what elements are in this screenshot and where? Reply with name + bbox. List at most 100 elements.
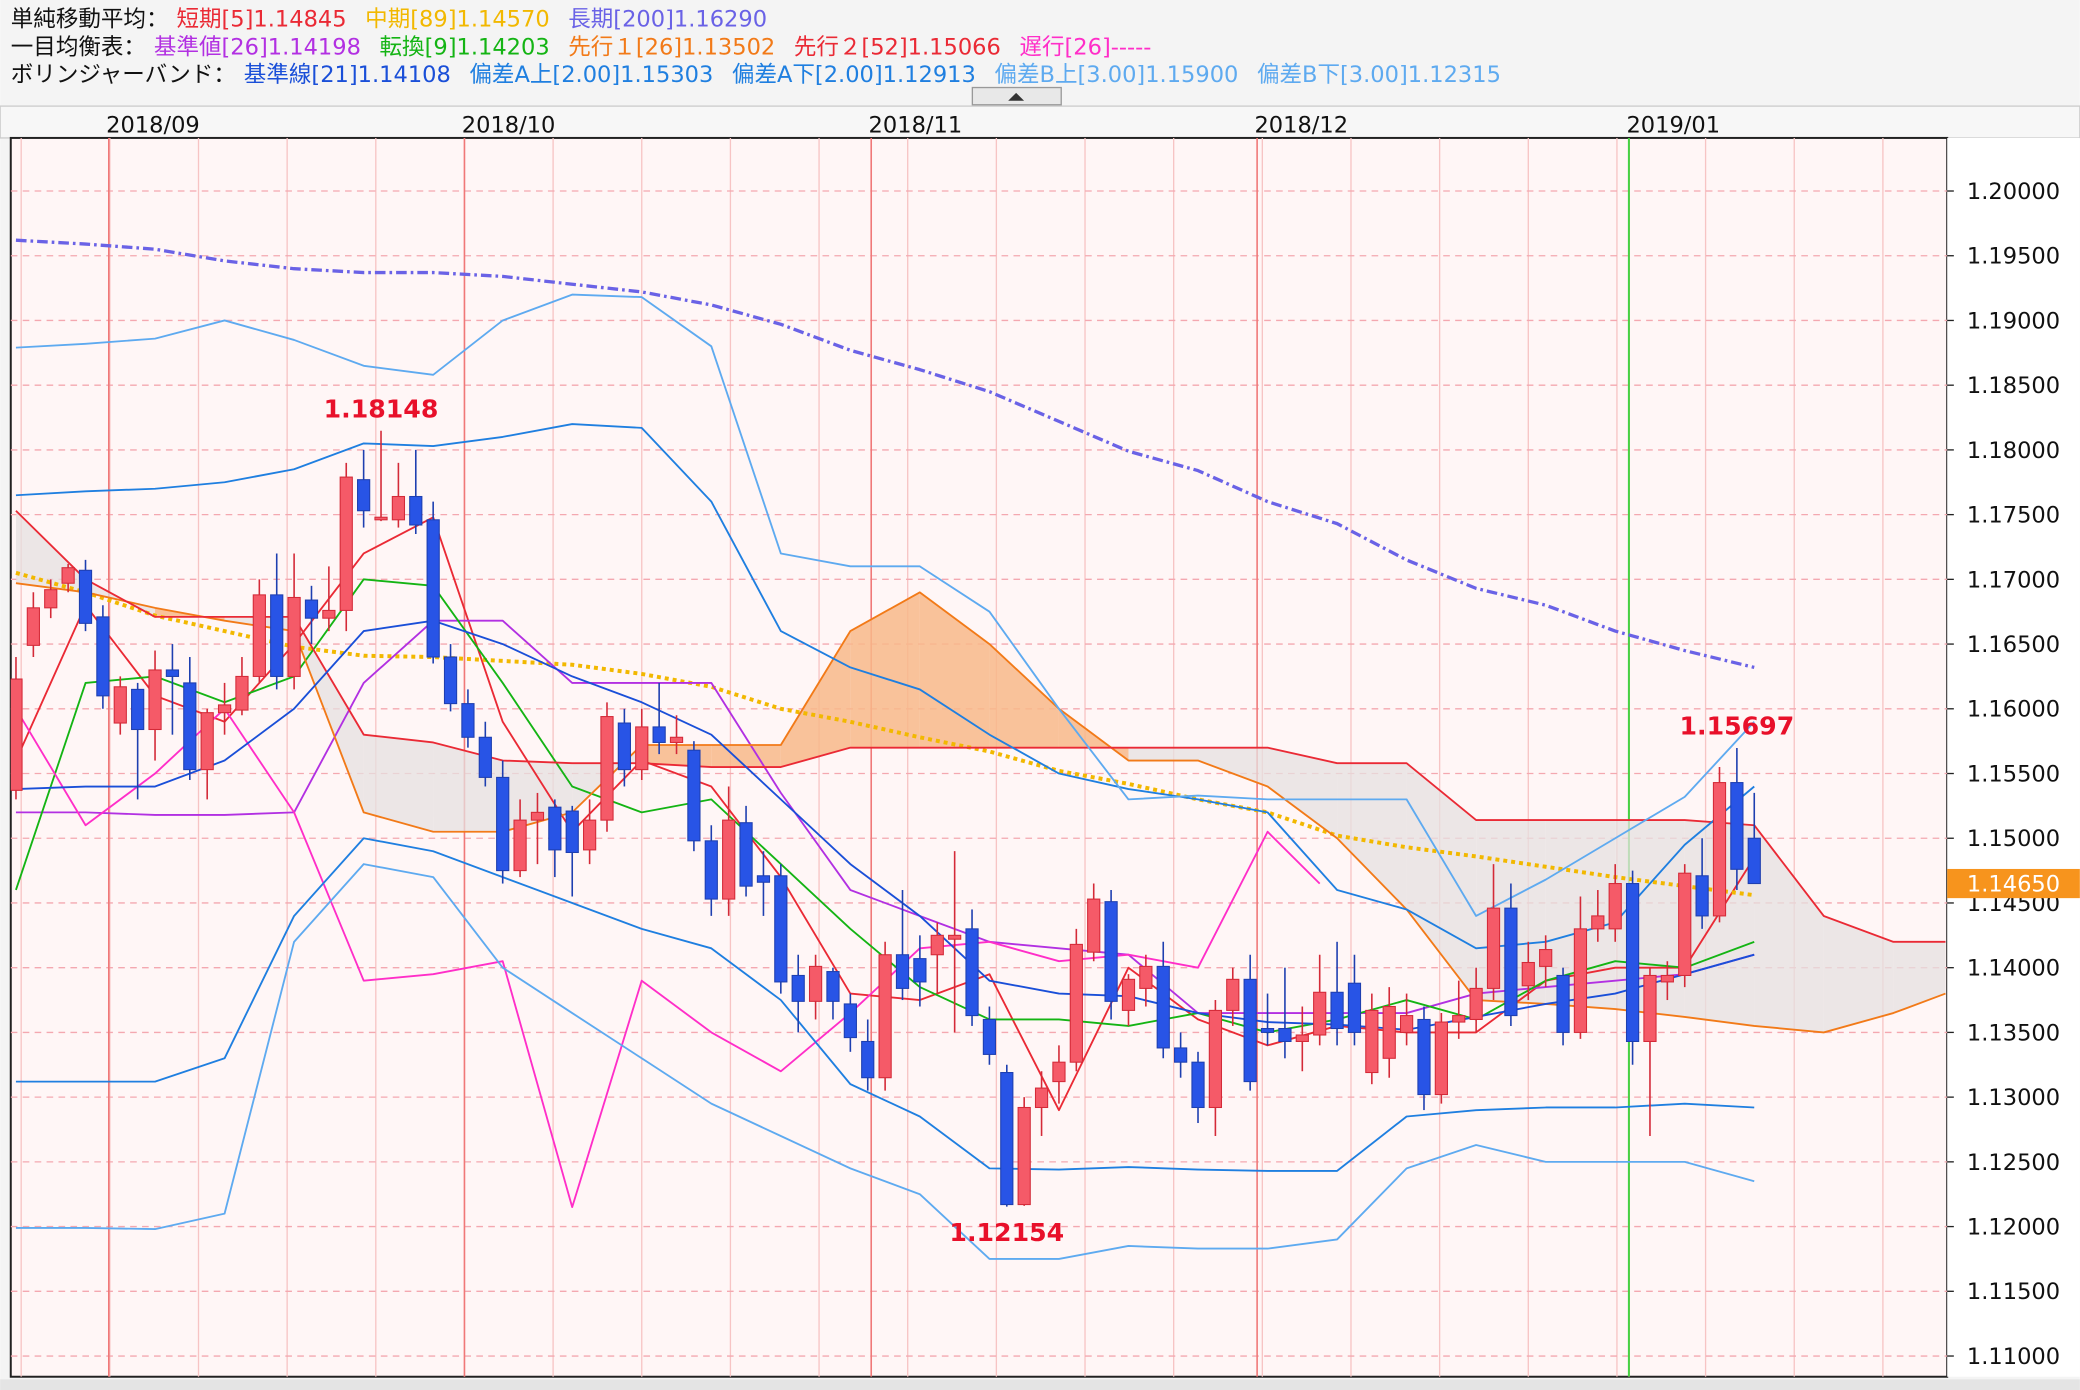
- candle-body: [1121, 978, 1136, 1011]
- candle-body: [791, 974, 805, 1002]
- candle-body: [652, 726, 666, 743]
- legend-entry: 偏差B下[3.00]1.12315: [1257, 62, 1501, 88]
- candle-body: [826, 971, 840, 1002]
- candle-body: [131, 688, 145, 731]
- candle-body: [1591, 915, 1605, 930]
- candle-body: [1000, 1072, 1014, 1206]
- plot-area: [9, 136, 1949, 1378]
- candle-body: [895, 954, 910, 989]
- last-price-box: [1947, 868, 2080, 899]
- candle-body: [1278, 1027, 1292, 1043]
- button-arrow: [1008, 92, 1025, 101]
- candle-body: [1260, 1027, 1275, 1033]
- candle-body: [635, 726, 649, 771]
- legend-entry: 基準線[21]1.14108: [244, 62, 451, 88]
- legend-row: 単純移動平均： 短期[5]1.14845 中期[89]1.14570 長期[200]1…: [11, 7, 767, 33]
- legend-entry: 転換[9]1.14203: [380, 34, 550, 60]
- candle-body: [287, 596, 301, 677]
- y-tick-label: 1.20000: [1967, 179, 2060, 205]
- candle-body: [704, 840, 718, 900]
- date-bar: [0, 105, 2080, 139]
- cloud: [1893, 941, 1946, 1013]
- plot: [10, 137, 1948, 1377]
- candle-body: [843, 1003, 857, 1039]
- candle-body: [10, 678, 23, 791]
- y-tick-label: 1.15000: [1967, 826, 2060, 852]
- candle-body: [948, 934, 962, 940]
- candle-body: [513, 819, 527, 872]
- candle-body: [1330, 991, 1344, 1030]
- legend-entry: 中期[89]1.14570: [365, 7, 550, 33]
- y-tick-label: 1.14000: [1967, 956, 2060, 982]
- legend-entry: 偏差A下[2.00]1.12913: [732, 62, 976, 88]
- x-tick-label: 2018/11: [869, 113, 963, 139]
- legend-title: 単純移動平均：: [11, 7, 169, 33]
- candle-body: [1365, 1009, 1379, 1074]
- candle-body: [1156, 965, 1170, 1049]
- candle-body: [1452, 1015, 1466, 1023]
- candle-body: [44, 589, 58, 609]
- candle-body: [252, 594, 266, 677]
- scrollbar[interactable]: [0, 1379, 2080, 1390]
- cloud: [1406, 763, 1477, 1001]
- candle-body: [1104, 901, 1118, 1002]
- legend-entry: 基準値[26]1.14198: [154, 34, 361, 60]
- cloud: [1754, 825, 1824, 1033]
- legend-title: ボリンジャーバンド：: [11, 62, 236, 88]
- y-tick-label: 1.13500: [1967, 1020, 2060, 1046]
- candle-body: [687, 749, 701, 842]
- candle-body: [304, 599, 319, 619]
- indicator-line: [15, 570, 1755, 898]
- candle-body: [1069, 943, 1083, 1063]
- candle-body: [1730, 782, 1744, 870]
- indicator-line: [15, 293, 1755, 917]
- candle-body: [1556, 974, 1570, 1033]
- candle-body: [1399, 1015, 1414, 1033]
- legend-title: 一目均衡表：: [11, 34, 146, 60]
- collapse-button[interactable]: [971, 86, 1062, 106]
- candle-body: [78, 569, 93, 624]
- candle-body: [1208, 1009, 1223, 1109]
- y-tick-label: 1.18000: [1967, 438, 2060, 464]
- candle-body: [322, 609, 336, 619]
- candle-body: [61, 567, 75, 584]
- candle-body: [861, 1040, 875, 1079]
- annotation: 1.18148: [324, 394, 439, 423]
- legend-entry: 先行１[26]1.13502: [568, 34, 775, 60]
- candle-body: [165, 669, 180, 677]
- candle-body: [1573, 928, 1588, 1033]
- candle-body: [443, 656, 458, 705]
- cloud: [1267, 747, 1338, 839]
- cloud: [919, 592, 990, 748]
- candle-body: [1712, 782, 1727, 917]
- last-price-label: 1.14650: [1967, 872, 2060, 898]
- candle-body: [965, 928, 979, 1017]
- y-tick-label: 1.18500: [1967, 373, 2060, 399]
- cloud: [294, 616, 364, 813]
- cloud: [1128, 747, 1199, 761]
- legend-row: 一目均衡表： 基準値[26]1.14198 転換[9]1.14203 先行１[26]1…: [11, 34, 1152, 60]
- candle-body: [461, 703, 475, 738]
- indicator-line: [15, 619, 1755, 1014]
- y-tick-label: 1.12500: [1967, 1150, 2060, 1176]
- legend-entry: 偏差B上[3.00]1.15900: [994, 62, 1238, 88]
- layers: 1.20000 1.19500 1.19000 1.18500 1.18000 1.175…: [10, 7, 2080, 1377]
- candle-body: [339, 476, 353, 611]
- cloud: [1198, 747, 1268, 787]
- price-axis: [1947, 137, 2080, 1377]
- y-tick-label: 1.19500: [1967, 244, 2060, 270]
- annotation: 1.12154: [949, 1218, 1064, 1247]
- legend-entry: 偏差A上[2.00]1.15303: [469, 62, 713, 88]
- annotation: 1.15697: [1680, 712, 1795, 741]
- indicator-line: [15, 863, 1755, 1260]
- candle-body: [217, 704, 232, 714]
- candle-body: [1139, 965, 1153, 989]
- candle-body: [1052, 1061, 1066, 1083]
- candle-body: [582, 819, 597, 851]
- candle-body: [478, 736, 492, 778]
- candle-body: [1678, 872, 1692, 976]
- candle-body: [913, 958, 927, 983]
- x-tick-label: 2018/09: [106, 113, 200, 139]
- candle-body: [930, 934, 944, 956]
